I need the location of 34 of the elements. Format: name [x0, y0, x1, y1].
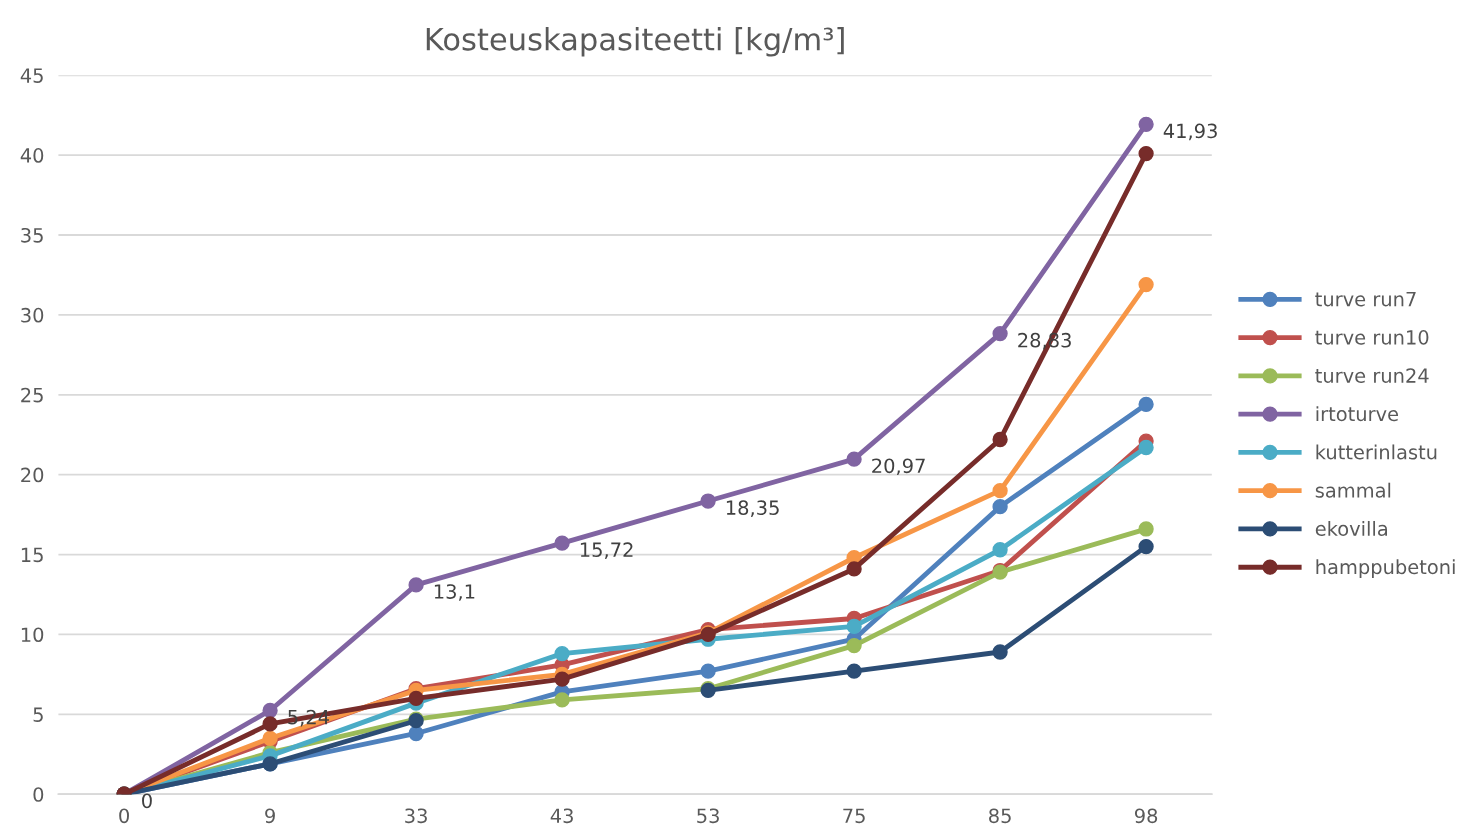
data-label: 0 — [142, 793, 152, 809]
x-tick-label: 9 — [265, 808, 275, 824]
data-label: 5,24 — [288, 709, 329, 727]
x-tick-label: 53 — [697, 808, 719, 824]
y-tick-label: 40 — [20, 148, 44, 163]
legend-label: ekovilla — [1315, 520, 1387, 537]
y-tick-label: 0 — [33, 787, 44, 802]
legend-label: turve run7 — [1315, 291, 1416, 307]
x-tick-label: 98 — [1134, 808, 1158, 824]
x-tick-label: 85 — [989, 808, 1011, 824]
legend-label: irtoturve — [1316, 406, 1399, 422]
data-label: 18,35 — [726, 500, 779, 517]
y-tick-label: 15 — [21, 547, 43, 563]
chart-title: Kosteuskapasiteetti [kg/m³] — [426, 27, 844, 57]
legend-label: sammal — [1315, 482, 1391, 498]
data-label: 15,72 — [580, 542, 633, 559]
y-tick-label: 5 — [33, 707, 43, 722]
y-tick-label: 20 — [21, 467, 44, 483]
x-tick-label: 33 — [405, 808, 427, 824]
y-tick-label: 45 — [20, 68, 43, 83]
legend-label: kutterinlastu — [1316, 444, 1437, 460]
y-tick-label: 35 — [21, 227, 43, 243]
data-label: 20,97 — [872, 458, 925, 476]
x-tick-label: 75 — [843, 808, 865, 824]
y-tick-label: 30 — [21, 307, 44, 323]
x-tick-label: 43 — [550, 808, 573, 824]
legend-label: turve run10 — [1315, 330, 1429, 345]
legend-label: hamppubetoni — [1316, 559, 1455, 579]
x-tick-label: 0 — [119, 808, 129, 824]
legend-label: turve run24 — [1315, 368, 1429, 383]
data-label: 13,1 — [434, 584, 475, 601]
y-tick-label: 10 — [21, 627, 44, 643]
y-tick-label: 25 — [21, 387, 43, 403]
data-label: 41,93 — [1163, 123, 1217, 141]
